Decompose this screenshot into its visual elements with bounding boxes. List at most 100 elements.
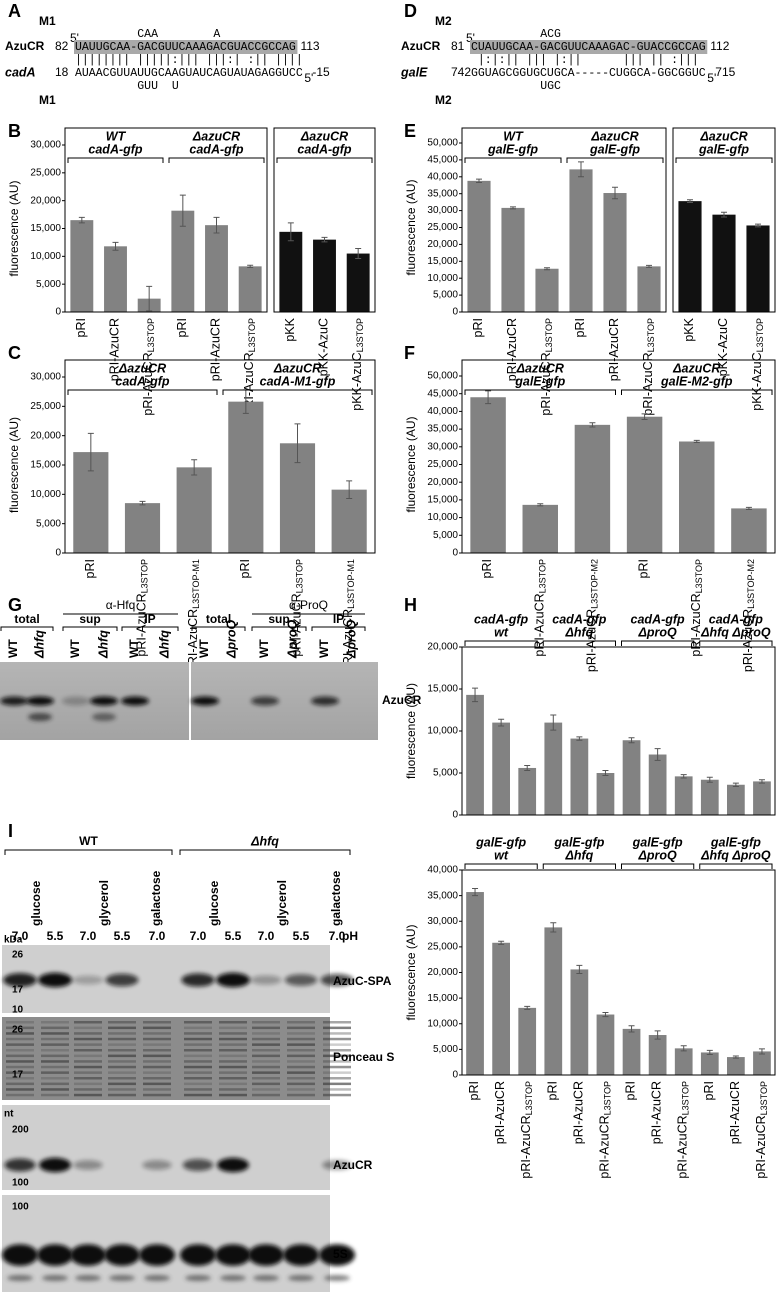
stain-band bbox=[287, 1032, 315, 1035]
band bbox=[72, 975, 104, 985]
marker-unit: kDa bbox=[4, 935, 23, 946]
stain-band bbox=[184, 1026, 212, 1030]
bar bbox=[674, 776, 693, 815]
fraction-label: sup bbox=[79, 612, 100, 626]
group-label: ΔazuCR bbox=[699, 129, 747, 143]
stain-band bbox=[41, 1021, 69, 1024]
band bbox=[109, 1275, 135, 1281]
x-tick-label-subscript: L3STOP-M1 bbox=[347, 559, 357, 609]
bar bbox=[678, 201, 702, 312]
error-bar bbox=[758, 1048, 765, 1055]
error-bar bbox=[524, 1005, 531, 1010]
x-tick-label-subscript: L3STOP bbox=[646, 318, 656, 352]
stain-band bbox=[6, 1037, 34, 1041]
panel-letter: I bbox=[8, 821, 13, 841]
bar bbox=[731, 508, 767, 553]
plot-frame bbox=[461, 127, 667, 313]
bar bbox=[104, 246, 127, 312]
error-bar bbox=[139, 500, 146, 506]
row-label: 5S bbox=[333, 1247, 348, 1261]
x-tick-label-subscript: L3STOP bbox=[759, 1081, 769, 1115]
x-tick-label-text: pRI-AzuCR bbox=[585, 609, 599, 672]
x-tick-label-text: pKK-AzuC bbox=[350, 352, 364, 410]
stain-band bbox=[287, 1071, 315, 1074]
stain-band bbox=[41, 1093, 69, 1097]
strain-bracket bbox=[4, 849, 173, 855]
rna-name: AzuCR bbox=[5, 39, 45, 53]
x-tick-label-text: pRI-AzuCR bbox=[141, 352, 155, 415]
group-label: ΔazuCR bbox=[590, 129, 638, 143]
stain-band bbox=[41, 1060, 69, 1063]
bar bbox=[746, 225, 770, 312]
y-tick-label: 15,000 bbox=[30, 460, 61, 471]
lane-label: WT bbox=[68, 639, 82, 658]
stain-band bbox=[74, 1054, 102, 1058]
group-label: ΔproQ bbox=[637, 625, 677, 639]
size-marker: 17 bbox=[12, 985, 24, 996]
error-bar bbox=[706, 776, 713, 783]
y-tick-label: 25,000 bbox=[30, 401, 61, 412]
ph-value: 7.0 bbox=[12, 929, 29, 943]
bar bbox=[176, 467, 212, 553]
stain-band bbox=[219, 1026, 247, 1030]
mutation-bottom: GUU bbox=[137, 80, 158, 93]
target-name: galE bbox=[400, 65, 428, 79]
y-tick-label: 35,000 bbox=[427, 890, 458, 901]
panel-letter: B bbox=[8, 121, 21, 141]
bar bbox=[279, 231, 303, 312]
y-axis-label: fluorescence (AU) bbox=[404, 683, 418, 779]
bar bbox=[535, 268, 559, 312]
group-label: ΔazuCR bbox=[300, 129, 348, 143]
stain-band bbox=[252, 1088, 280, 1091]
band bbox=[324, 1275, 350, 1281]
x-tick-label-text: pRI bbox=[471, 318, 485, 337]
stain-band bbox=[108, 1049, 136, 1052]
group-label: galE-gfp bbox=[553, 835, 604, 849]
stain-band bbox=[108, 1071, 136, 1074]
x-tick-label-subscript: L3STOP bbox=[694, 559, 704, 593]
fraction-bracket bbox=[62, 626, 118, 631]
bar bbox=[569, 169, 593, 312]
band bbox=[105, 973, 139, 987]
lane-label: ΔproQ bbox=[285, 619, 299, 659]
stain-band bbox=[219, 1082, 247, 1086]
group-bracket bbox=[276, 157, 373, 163]
fraction-bracket bbox=[311, 626, 366, 631]
ph-value: 7.0 bbox=[149, 929, 166, 943]
error-bar bbox=[612, 186, 618, 200]
x-tick-label: pRI-AzuCRL3STOP bbox=[533, 559, 548, 657]
error-bar bbox=[179, 194, 186, 227]
band bbox=[215, 1244, 251, 1266]
group-bracket bbox=[621, 863, 695, 869]
x-tick-label: pKK-AzuC bbox=[716, 318, 730, 376]
panel-letter: A bbox=[8, 1, 21, 21]
stain-band bbox=[252, 1093, 280, 1097]
target-start: 18 bbox=[55, 65, 69, 79]
bar bbox=[712, 214, 736, 312]
stain-band bbox=[41, 1054, 69, 1058]
five-prime: 5' bbox=[466, 31, 475, 45]
stain-band bbox=[41, 1071, 69, 1074]
x-tick-label-text: pRI bbox=[480, 559, 494, 578]
stain-band bbox=[6, 1088, 34, 1091]
x-tick-label: pRI-AzuCRL3STOP-M1 bbox=[186, 559, 201, 672]
stain-band bbox=[108, 1026, 136, 1030]
x-tick-label: pRI bbox=[74, 318, 88, 337]
bar bbox=[205, 225, 228, 312]
bar bbox=[124, 503, 161, 553]
y-tick-label: 15,000 bbox=[427, 256, 458, 267]
x-tick-label-text: pRI-AzuCR bbox=[676, 1115, 690, 1178]
antibody-label: α-Hfq bbox=[106, 598, 136, 612]
band bbox=[4, 1158, 36, 1172]
x-tick-label-subscript: L3STOP bbox=[525, 1081, 535, 1115]
group-bracket bbox=[621, 640, 695, 646]
ph-value: 7.0 bbox=[258, 929, 275, 943]
error-bar bbox=[576, 964, 583, 975]
stain-band bbox=[74, 1093, 102, 1097]
band bbox=[38, 972, 72, 988]
y-tick-label: 20,000 bbox=[427, 967, 458, 978]
x-tick-label: pRI-AzuCR bbox=[607, 318, 621, 381]
stain-band bbox=[219, 1054, 247, 1058]
x-tick-label: pRI-AzuCRL3STOP bbox=[135, 559, 150, 657]
x-tick-label: pRI-AzuCRL3STOP-M1 bbox=[341, 559, 356, 672]
